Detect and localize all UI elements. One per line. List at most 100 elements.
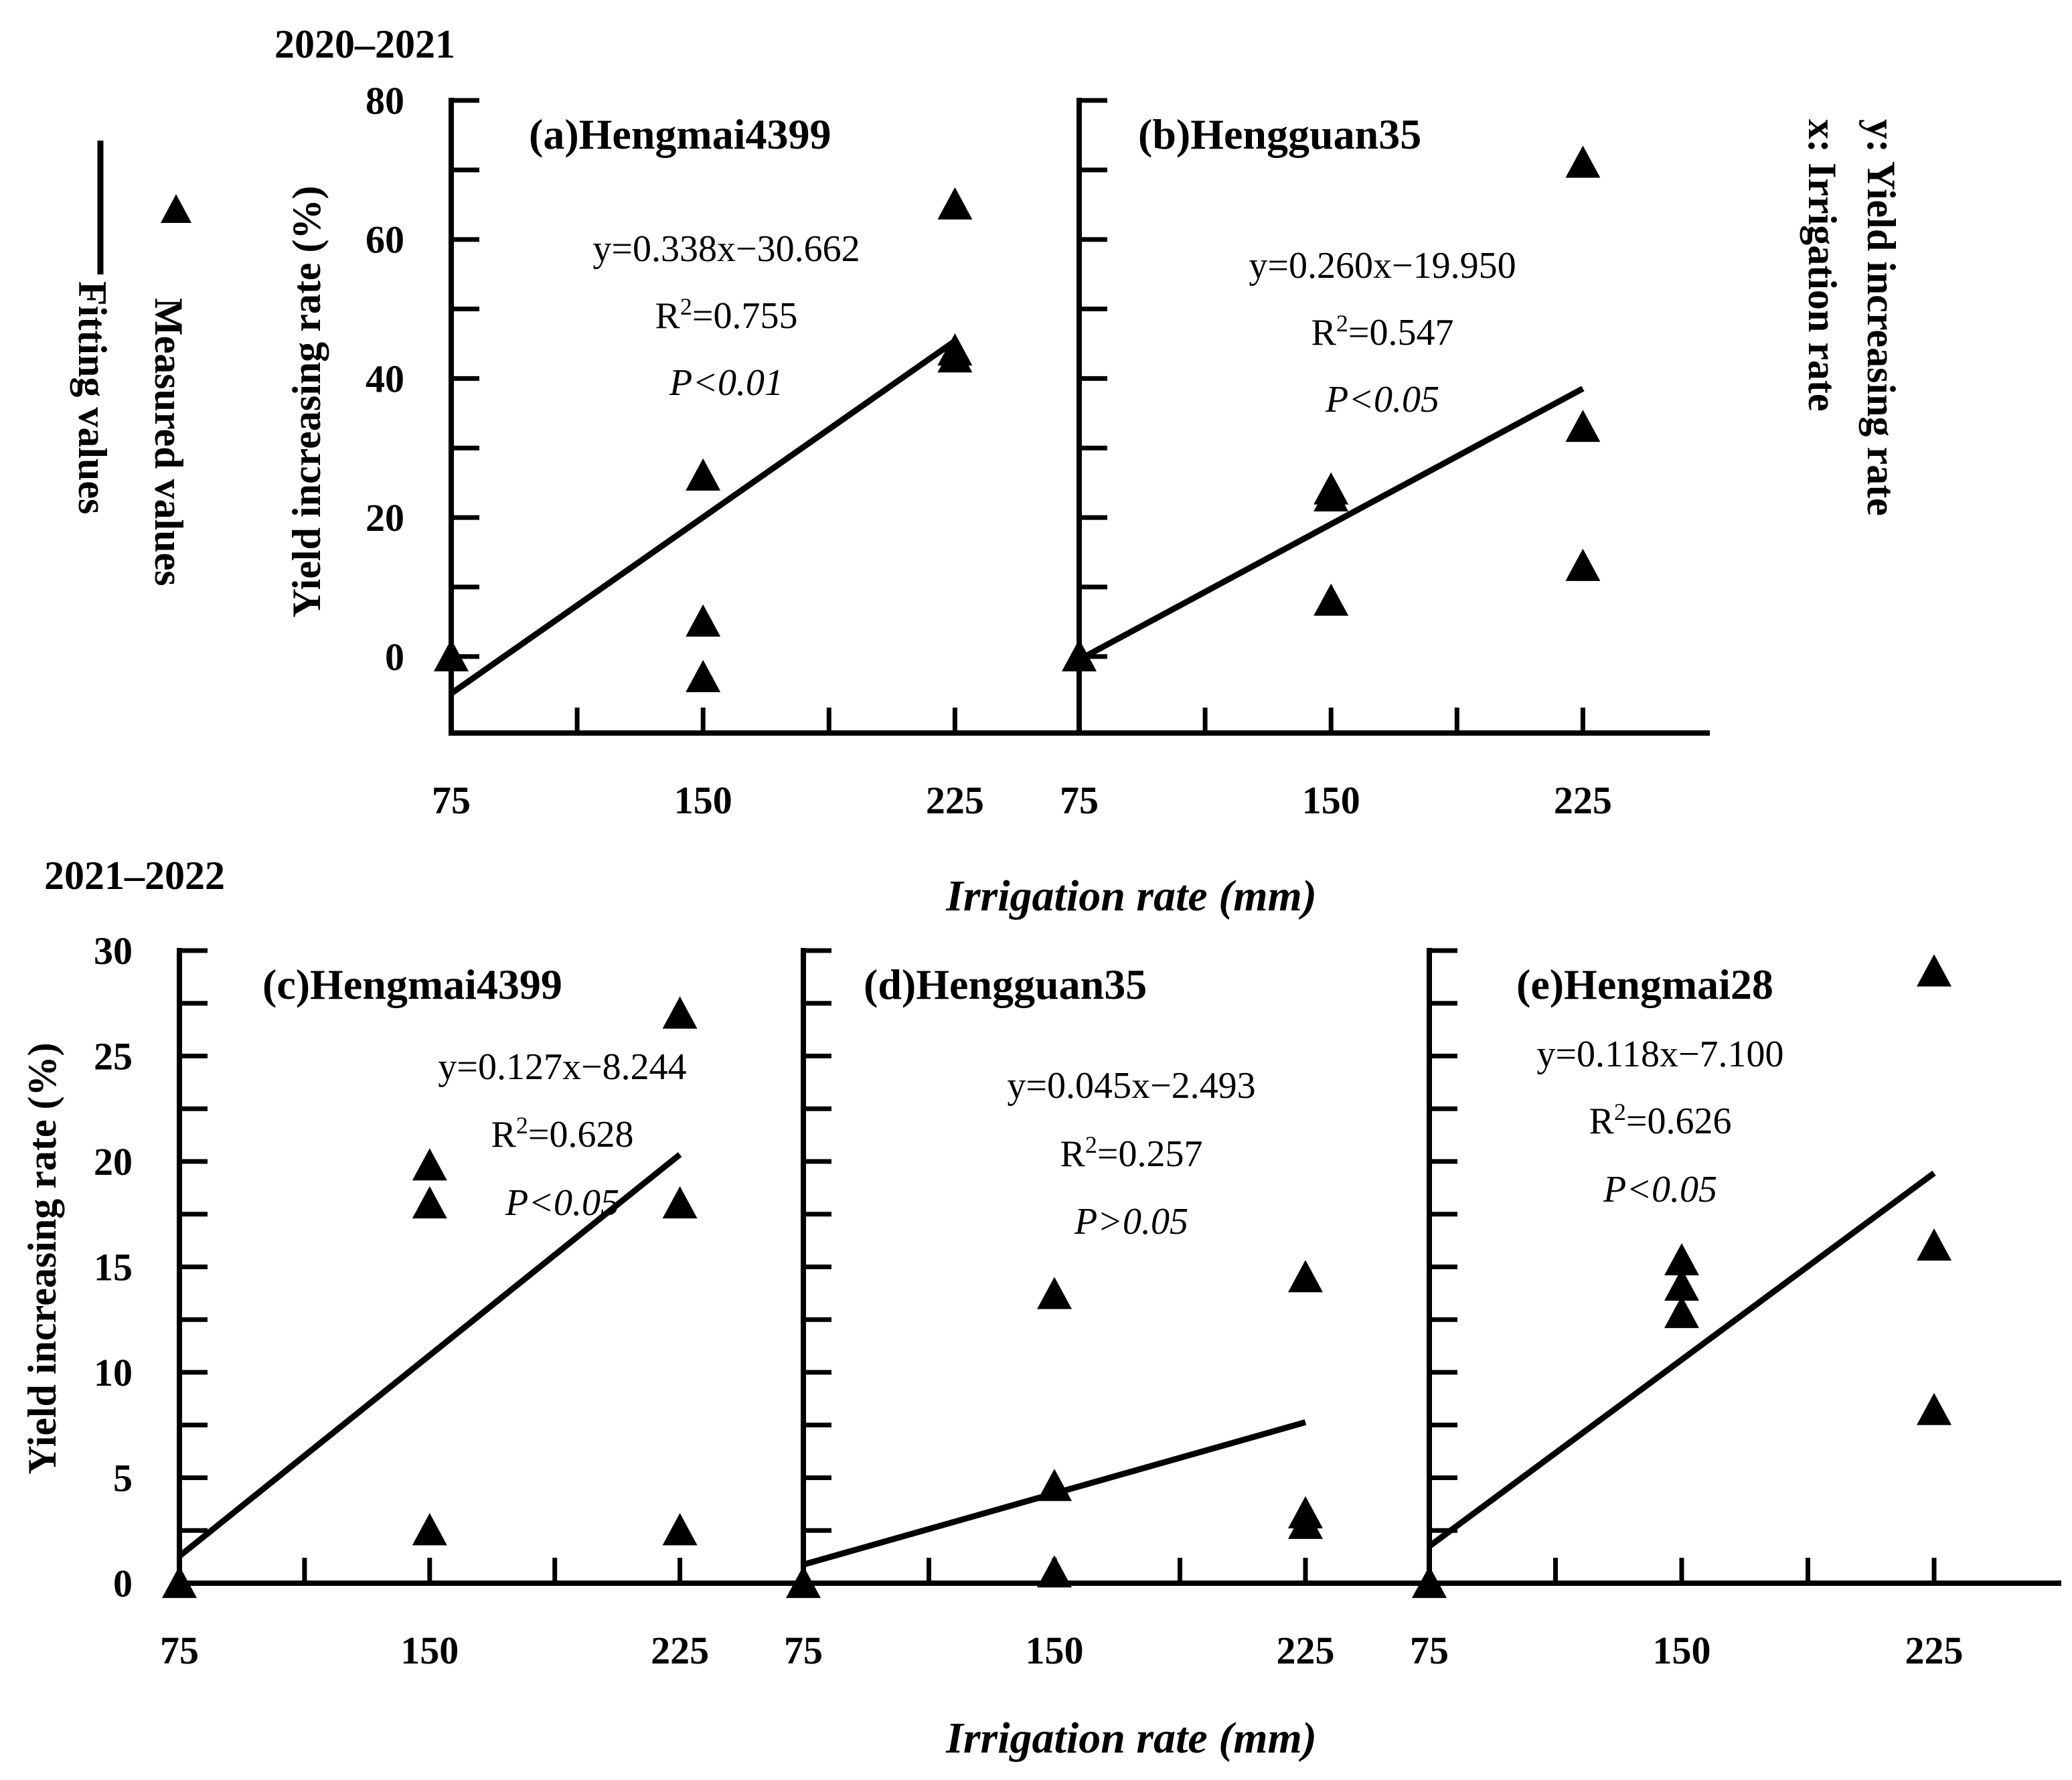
data-point-triangle — [662, 996, 698, 1029]
y-tick-label: 30 — [94, 929, 133, 973]
data-point-triangle — [412, 1148, 447, 1181]
data-point-triangle — [1313, 479, 1349, 512]
r-squared: R2=0.628 — [491, 1112, 634, 1155]
x-tick-label: 225 — [651, 1629, 709, 1672]
y-tick-label: 0 — [113, 1562, 133, 1605]
panel-a: 0 20 40 60 80 75 150 225 (a)Hengmai4399 y=0.338x−… — [366, 79, 1082, 822]
p-value: P<0.05 — [1603, 1169, 1717, 1210]
p-value: P>0.05 — [1074, 1201, 1188, 1242]
data-point-triangle — [1062, 639, 1097, 671]
data-point-triangle — [686, 458, 721, 491]
panel-title: (e)Hengmai28 — [1516, 961, 1773, 1008]
x-axis-label-bottom: Irrigation rate (mm) — [945, 1714, 1317, 1763]
panel-e: 75 150 225 (e)Hengmai28 y=0.118x−7.100 R2=0.6… — [1410, 948, 2061, 1672]
y-tick-label: 25 — [94, 1035, 133, 1078]
legend-fitting-label: Fitting values — [70, 281, 114, 514]
y-tick-label: 20 — [366, 496, 404, 540]
y-axis-label-top: Yield increasing rate (%) — [285, 186, 329, 618]
r-squared-value: =0.628 — [528, 1114, 634, 1155]
period-label-top: 2020–2021 — [274, 22, 455, 66]
data-point-triangle — [412, 1513, 447, 1546]
r-squared-symbol: R — [655, 295, 681, 337]
x-tick-label: 75 — [432, 779, 471, 822]
legend-y-definition: y: Yield increasing rate — [1859, 119, 1903, 516]
r-squared-value: =0.626 — [1626, 1101, 1732, 1142]
r-squared-superscript: 2 — [1614, 1099, 1626, 1125]
x-tick-label: 150 — [1653, 1629, 1711, 1672]
data-point-triangle — [412, 1186, 447, 1219]
r-squared: R2=0.626 — [1589, 1099, 1732, 1142]
x-tick-label: 225 — [1905, 1629, 1964, 1672]
data-point-triangle — [1288, 1260, 1323, 1293]
data-point-triangle — [686, 604, 721, 637]
data-point-triangle — [686, 659, 721, 693]
x-axis-label-top: Irrigation rate (mm) — [945, 872, 1317, 920]
y-tick-label: 0 — [385, 635, 404, 679]
x-tick-label: 75 — [1410, 1629, 1449, 1672]
x-tick-label: 150 — [400, 1629, 459, 1672]
data-point-triangle — [937, 187, 973, 220]
fit-equation: y=0.338x−30.662 — [592, 228, 860, 270]
r-squared-symbol: R — [1311, 312, 1337, 353]
data-point-triangle — [1664, 1295, 1700, 1328]
r-squared-superscript: 2 — [1336, 310, 1348, 337]
p-value: P<0.05 — [505, 1182, 619, 1224]
r-squared-value: =0.257 — [1097, 1133, 1203, 1175]
x-tick-label: 225 — [1277, 1629, 1335, 1672]
y-tick-label: 80 — [366, 79, 404, 123]
y-tick-label: 15 — [94, 1246, 133, 1289]
y-tick-label: 20 — [94, 1140, 133, 1184]
data-point-triangle — [1288, 1506, 1323, 1539]
data-point-triangle — [1664, 1268, 1700, 1301]
fit-equation: y=0.118x−7.100 — [1536, 1034, 1783, 1075]
fit-line — [177, 1152, 682, 1559]
x-tick-label: 225 — [1554, 779, 1612, 822]
period-label-bottom: 2021–2022 — [44, 854, 225, 898]
y-axis-label-bottom: Yield increasing rate (%) — [20, 1043, 64, 1475]
panel-b: 75 150 225 (b)Hengguan35 y=0.260x−19.950 R2=0… — [1060, 98, 1710, 822]
data-point-triangle — [1037, 1469, 1072, 1502]
r-squared-superscript: 2 — [1085, 1131, 1097, 1158]
data-point-triangle — [1664, 1243, 1700, 1276]
x-tick-label: 150 — [1026, 1629, 1084, 1672]
x-tick-label: 75 — [784, 1629, 823, 1672]
r-squared: R2=0.755 — [655, 293, 798, 337]
fit-line — [1427, 1170, 1936, 1549]
data-point-triangle — [786, 1566, 821, 1599]
data-point-triangle — [1037, 1277, 1072, 1309]
p-value: P<0.05 — [1325, 379, 1439, 420]
r-squared: R2=0.547 — [1311, 310, 1454, 353]
r-squared-value: =0.547 — [1348, 312, 1454, 353]
data-point-triangle — [1917, 954, 1952, 987]
data-point-triangle — [1313, 583, 1349, 616]
y-tick-label: 5 — [113, 1457, 133, 1500]
panel-c: 0 5 10 15 20 25 30 75 150 225 (c)Hengmai4399 y=0.12… — [94, 929, 806, 1672]
legend-triangle-marker — [161, 194, 191, 223]
x-tick-label: 75 — [160, 1629, 199, 1672]
y-tick-label: 40 — [366, 357, 404, 400]
data-point-triangle — [1917, 1228, 1952, 1261]
y-tick-label: 60 — [366, 218, 404, 262]
x-tick-label: 75 — [1060, 779, 1099, 822]
data-point-triangle — [662, 1186, 698, 1219]
p-value: P<0.01 — [669, 362, 783, 404]
fit-line — [449, 338, 957, 696]
data-point-triangle — [1917, 1392, 1952, 1425]
legend: Measured values Fitting values y: Yield … — [70, 119, 1903, 586]
legend-x-definition: x: Irrigation rate — [1800, 119, 1844, 412]
data-point-triangle — [162, 1566, 197, 1599]
panel-d: 75 150 225 (d)Hengguan35 y=0.045x−2.493 R2=0.… — [784, 948, 1432, 1672]
r-squared-symbol: R — [1589, 1101, 1615, 1142]
fit-equation: y=0.260x−19.950 — [1249, 245, 1516, 287]
data-point-triangle — [1565, 548, 1601, 581]
data-point-triangle — [937, 340, 973, 373]
data-point-triangle — [1412, 1566, 1447, 1599]
data-point-triangle — [1565, 145, 1601, 178]
fit-equation: y=0.045x−2.493 — [1007, 1065, 1255, 1107]
r-squared-symbol: R — [491, 1114, 517, 1155]
x-tick-label: 150 — [674, 779, 732, 822]
r-squared: R2=0.257 — [1060, 1131, 1203, 1175]
data-point-triangle — [662, 1513, 698, 1546]
